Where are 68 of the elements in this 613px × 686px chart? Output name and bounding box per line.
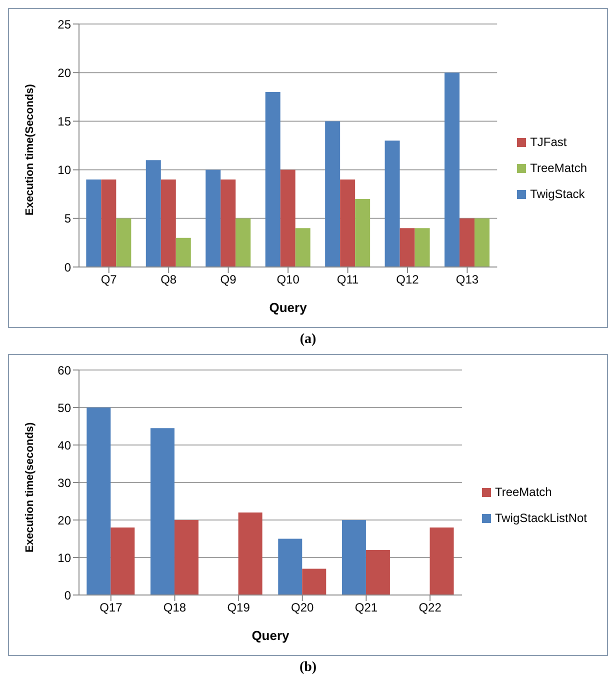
bar — [116, 218, 132, 267]
x-tick-label: Q21 — [354, 600, 378, 615]
x-tick-label: Q10 — [276, 272, 300, 287]
bar — [110, 528, 135, 595]
legend-label: TJFast — [530, 135, 567, 149]
legend-label: TwigStackListNot — [494, 511, 587, 525]
y-tick-label: 0 — [64, 260, 72, 274]
bar — [400, 228, 415, 267]
x-tick-label: Q12 — [396, 272, 420, 287]
text: (a) — [298, 331, 318, 349]
y-tick-label: 25 — [58, 17, 72, 32]
bar — [280, 170, 296, 267]
bar — [174, 520, 198, 595]
y-axis-title: Execution time(seconds) — [24, 422, 36, 552]
y-tick-label: 20 — [58, 513, 72, 528]
bar — [150, 428, 174, 595]
y-tick-label: 10 — [58, 163, 72, 178]
legend-label: TwigStack — [530, 187, 585, 201]
bar — [302, 568, 326, 595]
x-axis-title: Query — [269, 300, 308, 315]
x-tick-label: Q7 — [100, 272, 118, 287]
bar — [460, 218, 475, 267]
bar — [325, 121, 340, 267]
bar — [236, 218, 251, 267]
y-tick-label: 60 — [58, 363, 72, 378]
y-tick-label: 5 — [64, 212, 72, 226]
x-tick-label: Q19 — [227, 600, 250, 615]
bar — [414, 228, 430, 267]
bar — [86, 180, 102, 267]
x-tick-label: Q20 — [291, 600, 314, 615]
bar — [101, 180, 116, 267]
x-axis-title: Query — [252, 628, 290, 643]
y-tick-label: 10 — [58, 550, 72, 565]
text: (b) — [298, 659, 318, 677]
x-tick-label: Q9 — [220, 272, 237, 287]
y-tick-label: 20 — [58, 66, 72, 80]
bar — [430, 528, 454, 595]
bar — [206, 170, 221, 267]
bar — [384, 140, 400, 267]
x-tick-label: Q8 — [160, 272, 177, 287]
bar — [176, 238, 191, 267]
bar — [86, 408, 111, 595]
bar — [278, 538, 302, 595]
bar — [366, 550, 390, 595]
y-axis-title: Execution time(Seconds) — [24, 84, 36, 216]
y-tick-label: 0 — [64, 588, 72, 602]
legend-label: TreeMatch — [494, 485, 552, 499]
y-tick-label: 30 — [58, 476, 72, 490]
bar — [160, 180, 176, 267]
legend-label: TreeMatch — [530, 161, 587, 175]
bar — [342, 520, 366, 595]
bar — [474, 218, 490, 267]
x-tick-label: Q11 — [336, 272, 359, 287]
bar — [265, 92, 280, 267]
y-tick-label: 50 — [58, 400, 72, 415]
bar — [444, 72, 460, 267]
bar — [355, 198, 370, 267]
y-tick-label: 40 — [58, 438, 72, 452]
bar — [238, 512, 262, 595]
y-tick-label: 15 — [58, 114, 72, 128]
x-tick-label: Q17 — [100, 600, 123, 615]
bar — [340, 180, 356, 267]
bar — [220, 180, 236, 267]
bar — [295, 228, 310, 267]
x-tick-label: Q13 — [456, 272, 479, 287]
bar — [146, 160, 161, 267]
x-tick-label: Q18 — [163, 600, 186, 615]
x-tick-label: Q22 — [418, 600, 442, 615]
